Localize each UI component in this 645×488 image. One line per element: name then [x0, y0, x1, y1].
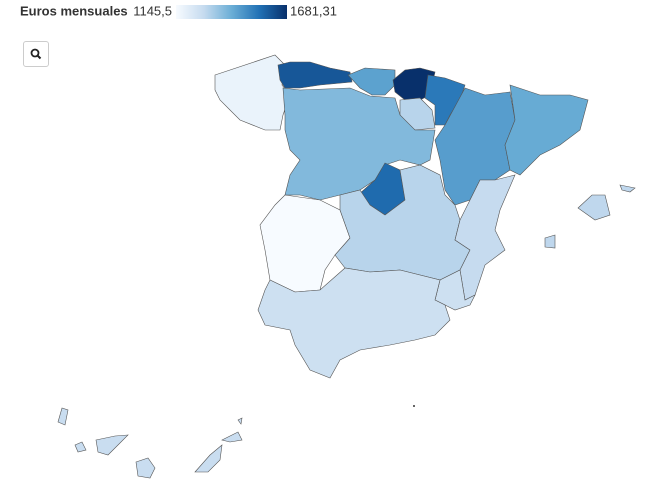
legend-max: 1681,31	[290, 3, 337, 18]
legend-title: Euros mensuales	[20, 3, 128, 18]
region[interactable]	[257, 267, 451, 379]
region[interactable]	[277, 61, 353, 89]
islet	[413, 405, 415, 407]
search-icon	[30, 48, 42, 60]
legend-bar	[176, 5, 287, 19]
search-button[interactable]	[23, 41, 49, 67]
legend-min: 1145,5	[133, 3, 172, 18]
region[interactable]	[544, 184, 636, 249]
region[interactable]	[57, 407, 243, 479]
region[interactable]	[347, 67, 396, 96]
region[interactable]	[454, 174, 516, 301]
region[interactable]	[504, 84, 589, 176]
